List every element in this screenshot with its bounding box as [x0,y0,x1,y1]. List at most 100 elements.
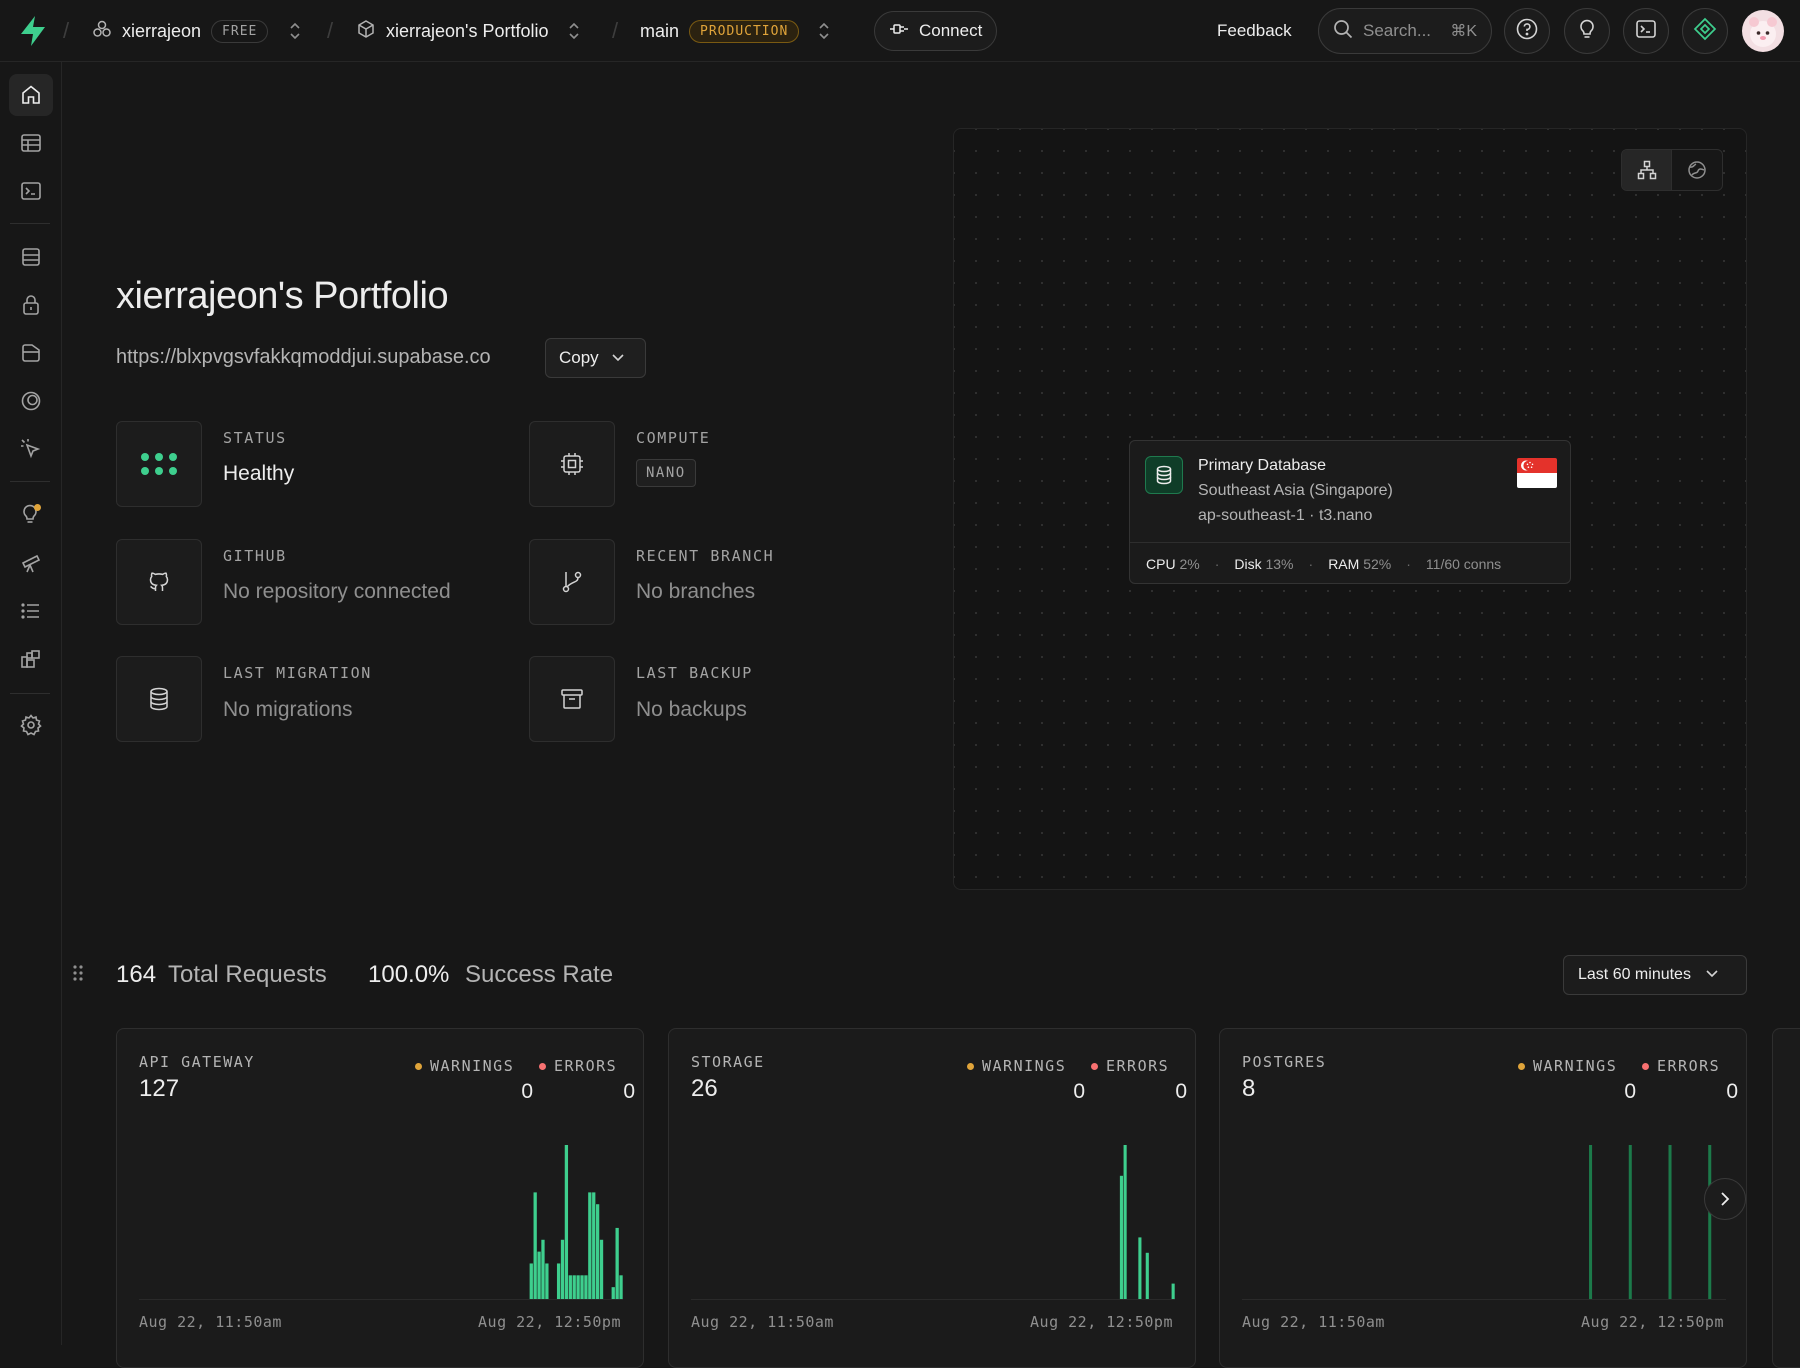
chart-card-api-gateway[interactable]: API GATEWAY 127 WARNINGS ERRORS 0 0 Aug … [116,1028,644,1368]
sidebar-item-home[interactable] [9,74,53,116]
disk-value: 13% [1265,555,1294,572]
table-editor-icon [21,134,41,152]
total-requests-label: Total Requests [168,961,327,988]
map-view-toggle[interactable] [1621,149,1723,191]
errors-count: 0 [1175,1080,1187,1103]
chart-bar [1119,1175,1123,1299]
chart-bar [599,1239,604,1299]
sidebar-item-reports[interactable] [9,542,53,584]
sidebar-item-realtime[interactable] [9,380,53,422]
last-migration-value: No migrations [223,698,353,721]
supabase-logo-icon[interactable] [18,0,48,62]
copy-url-button[interactable]: Copy [545,338,646,378]
chart-bar [615,1227,619,1299]
github-label: GITHUB [223,547,287,565]
sidebar-item-database[interactable] [9,236,53,278]
advisors-lightbulb-icon [23,504,41,523]
errors-count: 0 [623,1080,635,1103]
breadcrumb-separator: / [612,18,619,43]
chart-title: STORAGE [691,1053,765,1071]
ai-diamond-icon [1693,17,1717,46]
feedback-button[interactable]: Feedback [1217,21,1292,40]
chart-total: 26 [691,1075,718,1102]
warnings-count: 0 [1624,1080,1636,1103]
logs-list-icon [21,603,39,619]
compute-size-badge: NANO [636,459,696,487]
requests-bar-chart [139,1145,623,1300]
requests-bar-chart [1242,1145,1726,1300]
chart-bar [541,1239,545,1299]
sidebar-item-auth[interactable] [9,284,53,326]
drag-handle-icon[interactable] [72,964,84,987]
project-box-icon [356,19,376,44]
chart-bar [1708,1145,1712,1299]
sql-terminal-button[interactable] [1623,8,1669,54]
ram-value: 52% [1363,555,1392,572]
database-instance: ap-southeast-1 · t3.nano [1198,507,1373,524]
search-input[interactable]: Search... ⌘K [1318,8,1492,54]
search-icon [1333,19,1353,44]
sidebar-item-edge-functions[interactable] [9,428,53,470]
project-name: xierrajeon's Portfolio [386,20,549,41]
project-url: https://blxpvgsvfakkqmoddjui.supabase.co [116,346,491,368]
x-axis-start-label: Aug 22, 11:50am [1242,1313,1385,1331]
plan-badge: FREE [211,19,269,43]
whats-new-button[interactable] [1564,8,1610,54]
sidebar-item-settings[interactable] [9,704,53,746]
legend-label: WARNINGS [982,1057,1067,1075]
primary-database-card[interactable]: Primary Database Southeast Asia (Singapo… [1129,440,1571,584]
branch-switcher[interactable]: main PRODUCTION [640,0,831,62]
total-requests-value: 164 [116,961,157,988]
sidebar-item-advisors[interactable] [9,494,53,536]
edge-functions-icon [21,439,41,459]
legend-warnings: WARNINGS [1518,1057,1617,1075]
network-diagram-icon [1637,160,1656,180]
top-bar: / xierrajeon FREE / xierrajeon's Portfol… [0,0,1800,62]
error-dot-icon [539,1062,546,1070]
recent-branch-value: No branches [636,580,756,603]
connect-button[interactable]: Connect [874,11,998,51]
diagram-view-button[interactable] [1622,150,1672,190]
database-cylinder-icon [150,687,168,711]
database-title: Primary Database [1198,457,1327,474]
sidebar-item-table-editor[interactable] [9,122,53,164]
cpu-chip-icon [561,453,583,475]
org-icon [92,19,112,44]
search-shortcut: ⌘K [1450,23,1477,40]
requests-bar-chart [691,1145,1175,1300]
last-migration-label: LAST MIGRATION [223,664,372,682]
chart-bar [1668,1145,1672,1299]
sidebar-divider [10,223,50,224]
sidebar-item-sql-editor[interactable] [9,170,53,212]
chart-carousel-next-button[interactable] [1704,1178,1746,1220]
sidebar-divider [10,481,50,482]
org-switcher[interactable]: xierrajeon FREE [92,0,302,62]
last-backup-value: No backups [636,698,747,721]
chart-bar [529,1263,533,1299]
warning-dot-icon [967,1062,974,1070]
chart-card-next-peek [1772,1028,1800,1368]
assistant-button[interactable] [1682,8,1728,54]
chart-bar [560,1239,565,1299]
chevron-up-down-icon [288,21,302,41]
chart-bar [572,1275,576,1299]
git-branch-icon [562,571,582,593]
sidebar-item-storage[interactable] [9,332,53,374]
search-placeholder: Search... [1363,21,1432,40]
copy-label: Copy [559,348,599,367]
legend-warnings: WARNINGS [415,1057,514,1075]
time-range-label: Last 60 minutes [1578,966,1691,983]
chart-bar [595,1204,600,1299]
help-button[interactable] [1504,8,1550,54]
globe-view-button[interactable] [1672,150,1722,190]
chevron-down-icon [1705,966,1719,984]
time-range-select[interactable]: Last 60 minutes [1563,955,1747,995]
project-switcher[interactable]: xierrajeon's Portfolio [356,0,581,62]
avatar[interactable] [1742,10,1784,52]
sidebar-item-logs[interactable] [9,590,53,632]
x-axis-start-label: Aug 22, 11:50am [691,1313,834,1331]
chart-card-postgres[interactable]: POSTGRES 8 WARNINGS ERRORS 0 0 Aug 22, 1… [1219,1028,1747,1368]
chart-card-storage[interactable]: STORAGE 26 WARNINGS ERRORS 0 0 Aug 22, 1… [668,1028,1196,1368]
chart-total: 127 [139,1075,180,1102]
sidebar-item-integrations[interactable] [9,638,53,680]
